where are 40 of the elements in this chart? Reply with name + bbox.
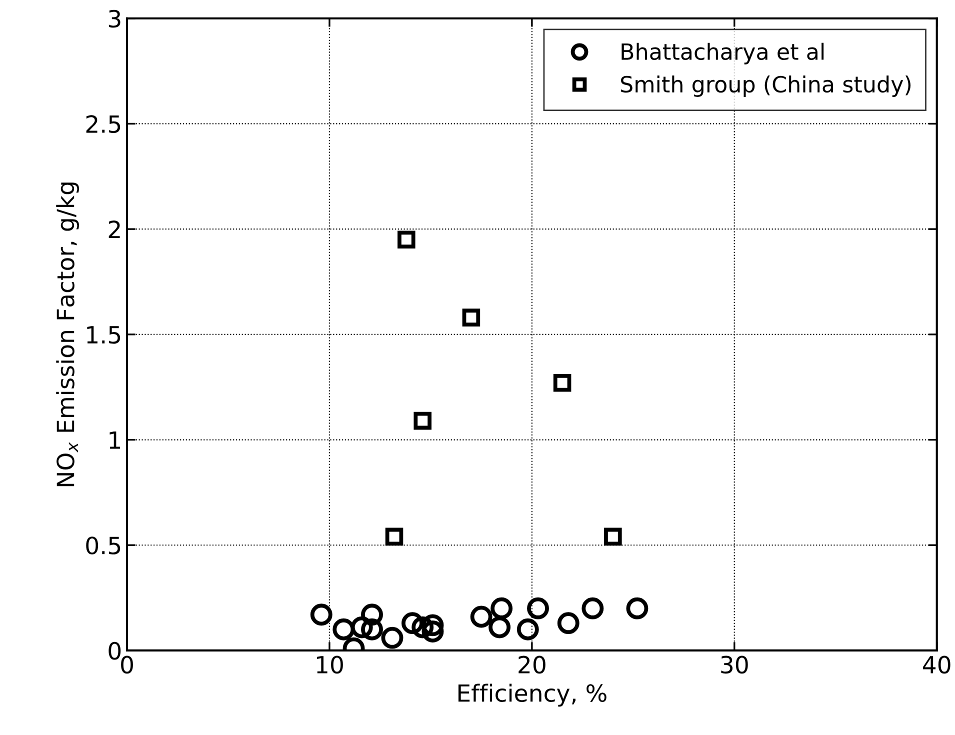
point [361,604,383,626]
y-tick-label: 0 [108,642,121,660]
y-tick-label: 3 [108,10,120,28]
y-tick-label: 1 [110,432,120,449]
point [381,626,404,649]
point [398,230,416,248]
x-tick-label: 30 [721,656,748,674]
point [350,616,373,638]
point [557,612,580,634]
point [582,597,604,620]
legend-label: Bhattacharya et al [622,42,824,64]
legend-label: Smith group (China study) [620,75,911,97]
point [361,618,383,640]
point [490,597,513,620]
point [604,528,622,546]
point [402,612,424,634]
point [488,616,511,638]
point [422,614,444,636]
point [553,374,572,392]
point [626,597,648,620]
x-tick-label: 0 [121,656,133,674]
point [414,412,432,430]
point [385,528,404,546]
x-tick-label: 10 [317,656,343,674]
x-tick-label: 20 [518,656,546,674]
point [422,620,444,642]
point [470,606,492,628]
x-tick-label: 40 [922,656,950,674]
y-axis-title: NO$_{x}$ Emission Factor, g/kg [56,182,79,486]
point [462,308,480,326]
y-tick-label: 2.5 [86,115,120,134]
y-tick-label: 1.5 [87,326,120,344]
y-tick-label: 0.5 [86,536,120,554]
point [332,618,355,640]
x-axis-title: Efficiency, % [458,684,606,707]
point [310,604,332,626]
point [516,618,539,640]
point [527,597,549,620]
y-tick-label: 2 [108,220,120,238]
point [412,616,434,638]
